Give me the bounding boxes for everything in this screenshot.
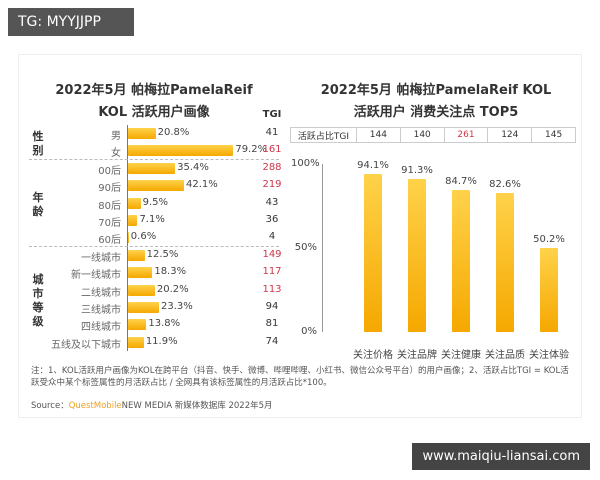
tgi-value: 41 <box>265 127 279 138</box>
tgi-value: 219 <box>262 179 282 191</box>
left-chart-title-line2: KOL 活跃用户画像 <box>98 105 210 120</box>
right-chart-title-line1: 2022年5月 帕梅拉PamelaReif KOL <box>320 83 552 98</box>
tgi-value: 113 <box>262 283 282 295</box>
bar <box>496 193 514 332</box>
x-tick-label: 关注品质 <box>485 350 525 361</box>
bar <box>128 128 156 139</box>
group-label: 性别 <box>32 130 44 158</box>
source-line: Source：QuestMobileNEW MEDIA 新媒体数据库 2022年… <box>31 400 273 412</box>
value-label: 79.2% <box>235 144 268 156</box>
value-label: 91.3% <box>401 164 433 176</box>
tgi-value: 36 <box>265 214 279 225</box>
tgi-value: 94 <box>265 301 279 312</box>
category-label: 五线及以下城市 <box>51 339 121 351</box>
tgi-table: 活跃占比TGI 144 140 261 124 145 <box>290 127 576 143</box>
y-axis-line <box>322 164 323 332</box>
tgi-value: 117 <box>262 266 282 278</box>
bar <box>128 302 159 313</box>
source-brand: QuestMobile <box>68 401 122 411</box>
category-label: 三线城市 <box>81 305 121 316</box>
source-prefix: Source： <box>31 401 69 411</box>
value-label: 23.3% <box>160 301 193 312</box>
category-label: 女 <box>111 148 121 160</box>
tgi-value: 74 <box>265 335 279 347</box>
tgi-value: 161 <box>262 144 282 156</box>
watermark: www.maiqiu-liansai.com <box>412 443 590 470</box>
value-label: 7.1% <box>139 214 165 225</box>
category-label: 60后 <box>98 235 121 247</box>
left-chart-title-line1: 2022年5月 帕梅拉PamelaReif <box>55 83 253 98</box>
tgi-cell: 261 <box>443 127 489 143</box>
tgi-header: TGI <box>262 109 282 120</box>
source-rest: NEW MEDIA 新媒体数据库 2022年5月 <box>121 401 273 411</box>
y-tick-label: 50% <box>294 242 317 253</box>
value-label: 9.5% <box>142 196 169 208</box>
bar <box>540 247 558 332</box>
group-separator <box>29 158 279 160</box>
y-axis-line <box>127 125 128 351</box>
x-tick-label: 关注品牌 <box>397 350 437 361</box>
value-label: 13.8% <box>148 318 181 330</box>
bar <box>128 197 141 209</box>
footnote: 注：1、KOL活跃用户画像为KOL在跨平台（抖音、快手、微博、哔哩哔哩、小红书、… <box>31 366 569 388</box>
category-label: 00后 <box>98 165 121 177</box>
x-tick-label: 关注价格 <box>353 350 393 361</box>
value-label: 42.1% <box>185 179 218 191</box>
value-label: 20.8% <box>157 127 190 138</box>
category-label: 二线城市 <box>81 287 121 299</box>
bar <box>128 162 176 174</box>
y-tick-label: 100% <box>291 158 320 169</box>
value-label: 0.6% <box>130 231 157 243</box>
bar <box>128 267 153 279</box>
tgi-value: 149 <box>262 248 282 260</box>
value-label: 94.1% <box>357 159 389 171</box>
value-label: 35.4% <box>177 161 209 173</box>
tgi-value: 81 <box>265 318 279 330</box>
tgi-cell: 140 <box>399 127 445 143</box>
right-chart: 100% 50% 0% 94.1% 关注价格 91.3% 关注品牌 84.7% 关注健康 82.6… <box>19 55 583 365</box>
value-label: 84.7% <box>445 175 477 187</box>
bar <box>408 178 426 332</box>
infographic-card: 2022年5月 帕梅拉PamelaReif KOL 活跃用户画像 TGI 男 20… <box>18 54 582 418</box>
value-label: 18.3% <box>154 266 187 278</box>
value-label: 12.5% <box>146 248 179 260</box>
tgi-cell: 145 <box>531 127 576 143</box>
right-chart-title-line2: 活跃用户 消费关注点 TOP5 <box>353 105 519 120</box>
category-label: 新一线城市 <box>71 270 121 282</box>
bar <box>128 284 155 296</box>
category-label: 90后 <box>98 183 121 195</box>
tgi-value: 43 <box>265 196 279 208</box>
tgi-cell: 144 <box>356 127 401 143</box>
bar <box>128 336 144 348</box>
x-tick-label: 关注健康 <box>441 350 481 361</box>
header-tag: TG: MYYJJPP <box>8 8 134 36</box>
category-label: 80后 <box>98 200 121 212</box>
bar <box>128 319 147 331</box>
bar <box>128 145 234 157</box>
tgi-value: 4 <box>268 231 276 243</box>
bar <box>128 180 184 192</box>
value-label: 82.6% <box>489 179 521 191</box>
category-label: 一线城市 <box>81 252 121 264</box>
bar <box>128 215 138 226</box>
x-tick-label: 关注体验 <box>529 350 569 361</box>
bar <box>128 232 129 244</box>
value-label: 50.2% <box>533 233 565 245</box>
value-label: 11.9% <box>145 335 178 347</box>
tgi-value: 288 <box>262 161 282 173</box>
bar <box>128 249 145 261</box>
group-label: 城市等级 <box>32 273 44 328</box>
group-label: 年龄 <box>32 191 44 219</box>
value-label: 20.2% <box>156 283 189 295</box>
category-label: 四线城市 <box>81 322 121 334</box>
tgi-row-label: 活跃占比TGI <box>290 127 357 143</box>
y-tick-label: 0% <box>301 326 317 337</box>
category-label: 70后 <box>98 218 121 229</box>
category-label: 男 <box>111 131 121 142</box>
bar <box>364 173 382 332</box>
bar <box>452 189 470 332</box>
group-separator <box>29 245 279 247</box>
left-chart: 男 20.8% 41 女 79.2% 161 性别 00后 35.4% 288 90后 42.1% 21… <box>19 55 299 355</box>
